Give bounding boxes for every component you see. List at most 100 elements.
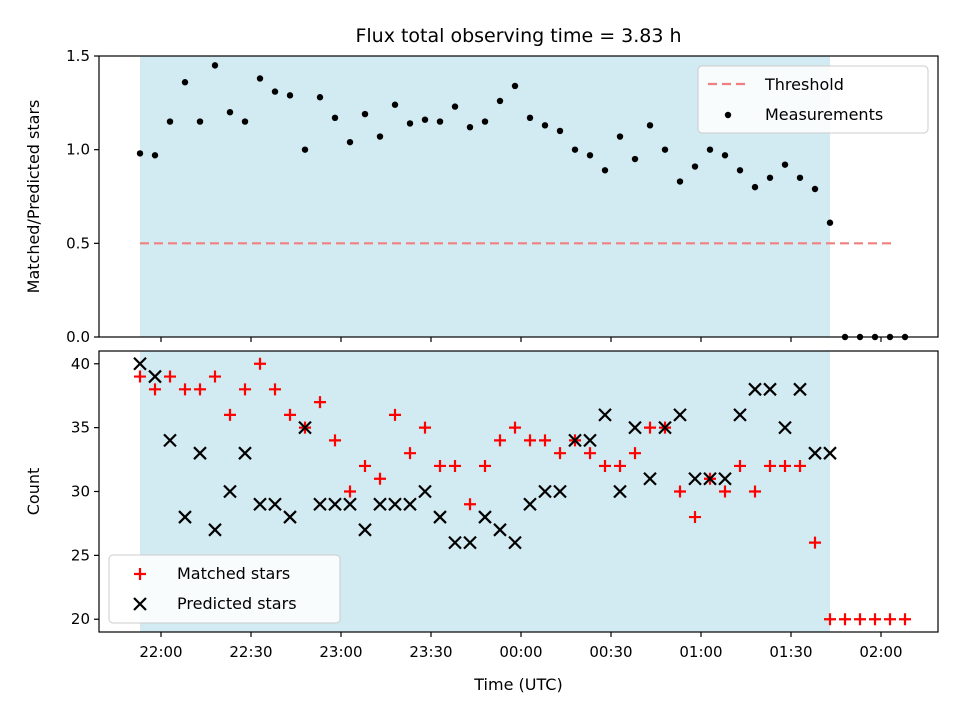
- ratio-y-tick-label: 1.5: [66, 47, 90, 65]
- count-series-1-point: [718, 471, 732, 486]
- count-series-0-point: [269, 383, 281, 396]
- ratio-series-0-point: [421, 116, 429, 123]
- count-series-1-point: [388, 497, 402, 512]
- count-x-tick-label: 02:00: [859, 643, 902, 661]
- ratio-series-0-point: [781, 161, 789, 168]
- legend-matched-label: Matched stars: [177, 564, 290, 583]
- count-x-tick-label: 00:00: [499, 643, 542, 661]
- ratio-series-0-point: [451, 103, 459, 110]
- count-series-0-point: [164, 370, 176, 383]
- count-y-tick-label: 20: [71, 610, 90, 628]
- count-series-0-point: [194, 383, 206, 396]
- count-series-0-point: [389, 408, 401, 421]
- x-axis-label: Time (UTC): [473, 675, 562, 694]
- ratio-axes-frame: [98, 55, 939, 338]
- ratio-series-0-point: [811, 185, 819, 193]
- count-series-0-point: [629, 447, 641, 460]
- count-series-0-point: [764, 459, 776, 472]
- legend-predicted-label: Predicted stars: [177, 594, 297, 613]
- count-series-0-point: [404, 447, 416, 460]
- ratio-series-0-point: [766, 174, 774, 181]
- ratio-series-0-point: [706, 146, 714, 153]
- count-series-1-point: [223, 484, 237, 499]
- count-series-1-point: [493, 523, 507, 537]
- count-series-0-point: [884, 613, 896, 626]
- ratio-series-0-point: [196, 118, 204, 125]
- count-series-1-point: [613, 484, 627, 499]
- count-series-1-point: [163, 433, 177, 448]
- ratio-series-0-point: [226, 109, 234, 116]
- legend-layer: Threshold Measurements Matched stars Predic…: [108, 65, 929, 624]
- count-series-0-point: [779, 459, 791, 472]
- count-series-1-point: [313, 497, 327, 512]
- count-series-1-point: [268, 497, 282, 512]
- count-series-0-point: [749, 485, 761, 498]
- ratio-series-0-point: [346, 138, 354, 146]
- ratio-series-0-point: [796, 174, 804, 181]
- chart-title: Flux total observing time = 3.83 h: [355, 25, 681, 47]
- count-series-1-point: [628, 420, 642, 435]
- count-series-0-point: [464, 498, 476, 511]
- count-series-0-point: [869, 613, 881, 626]
- count-series-0-point: [479, 459, 491, 472]
- count-series-0-point: [719, 485, 731, 498]
- count-series-0-point: [854, 613, 866, 626]
- ratio-series-0-point: [466, 123, 474, 131]
- count-series-0-point: [314, 396, 326, 409]
- ratio-y-axis-label: Matched/Predicted stars: [24, 100, 43, 294]
- count-series-1-point: [478, 510, 492, 524]
- ratio-series-0-point: [571, 146, 579, 153]
- count-series-1-point: [283, 510, 297, 524]
- count-series-1-point: [508, 535, 522, 550]
- ratio-series-0-point: [436, 118, 444, 125]
- ratio-series-0-point: [241, 118, 249, 125]
- count-legend: Matched stars Predicted stars: [108, 554, 341, 624]
- count-series-1-point: [748, 382, 762, 397]
- ratio-series-0-point: [646, 122, 654, 129]
- count-series-0-point: [434, 459, 446, 472]
- count-y-axis-label: Count: [24, 468, 43, 516]
- count-series-1-point: [358, 523, 372, 537]
- count-series-1-point: [763, 382, 777, 397]
- ratio-series-0-point: [586, 152, 594, 159]
- ratio-series-0-point: [616, 133, 624, 140]
- data-layer: [133, 62, 911, 626]
- count-series-0-point: [149, 383, 161, 396]
- count-series-1-point: [418, 484, 432, 499]
- count-series-1-point: [673, 408, 687, 422]
- count-series-0-point: [899, 613, 911, 626]
- count-series-1-point: [403, 497, 417, 512]
- ratio-series-0-point: [676, 178, 684, 185]
- count-y-tick-label: 30: [71, 483, 90, 501]
- count-series-0-point: [539, 434, 551, 447]
- count-series-0-point: [509, 421, 521, 434]
- count-series-0-point: [554, 447, 566, 460]
- count-series-0-point: [224, 408, 236, 421]
- ratio-y-tick-label: 0.5: [66, 234, 90, 252]
- count-x-tick-label: 23:30: [409, 643, 452, 661]
- count-series-1-point: [148, 369, 162, 384]
- count-series-1-point: [643, 471, 657, 486]
- count-series-1-point: [448, 535, 462, 550]
- count-series-1-point: [238, 446, 252, 460]
- count-series-0-point: [134, 370, 146, 383]
- count-series-0-point: [614, 459, 626, 472]
- count-series-1-point: [598, 408, 612, 422]
- count-series-1-point: [193, 446, 207, 460]
- count-series-1-point: [298, 420, 312, 435]
- count-series-0-point: [374, 472, 386, 485]
- count-series-1-point: [343, 497, 357, 512]
- ratio-y-tick-label: 0.0: [66, 328, 90, 346]
- ratio-series-0-point: [406, 120, 414, 127]
- count-series-1-point: [178, 510, 192, 524]
- count-series-0-point: [209, 370, 221, 383]
- ratio-series-0-point: [751, 183, 759, 191]
- legend-threshold-label: Threshold: [764, 75, 844, 94]
- count-series-1-point: [463, 535, 477, 550]
- ratio-series-0-point: [826, 219, 834, 226]
- legend-measurements-label: Measurements: [765, 105, 883, 124]
- ratio-series-0-point: [496, 97, 504, 105]
- count-series-1-point: [568, 433, 582, 448]
- count-series-1-point: [433, 510, 447, 524]
- count-series-0-point: [644, 421, 656, 434]
